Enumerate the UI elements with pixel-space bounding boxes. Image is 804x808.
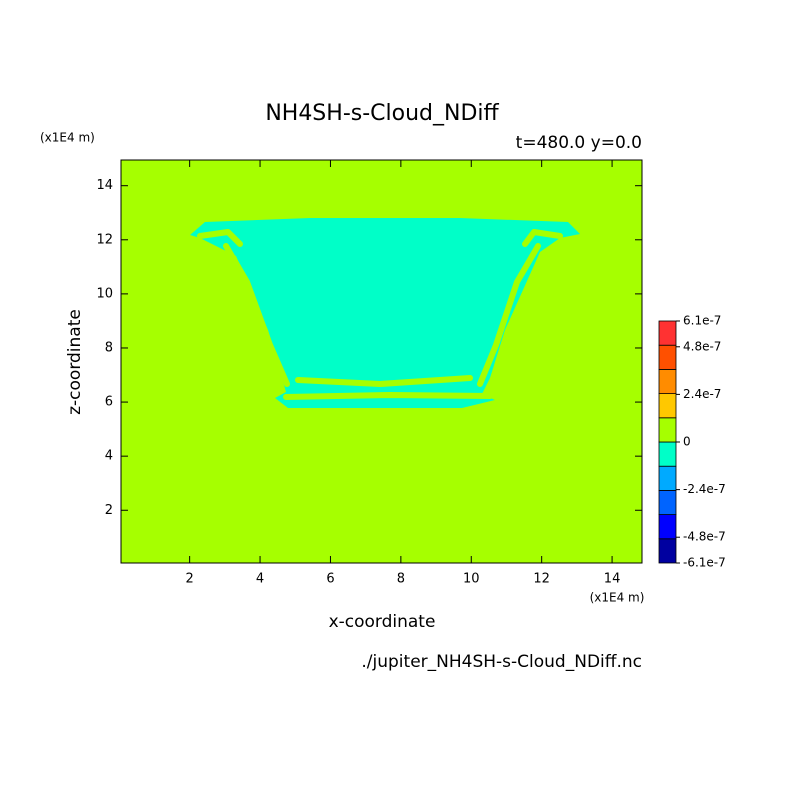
colorbar-segment (658, 393, 677, 419)
colorbar-segment (658, 514, 677, 540)
y-tick-label: 6 (105, 395, 113, 410)
x-tick-label: 4 (256, 572, 264, 587)
chart-title: NH4SH-s-Cloud_NDiff (265, 101, 499, 126)
colorbar-label: 2.4e-7 (683, 387, 721, 401)
y-tick-label: 14 (96, 178, 113, 193)
y-tick-label: 2 (105, 503, 113, 518)
x-tick-label: 8 (397, 572, 405, 587)
contour-region (190, 218, 580, 408)
colorbar-label: 4.8e-7 (683, 339, 721, 353)
y-tick-label: 4 (105, 449, 113, 464)
colorbar-segment (658, 538, 677, 564)
colorbar-label: 6.1e-7 (683, 314, 721, 328)
colorbar-label: -4.8e-7 (683, 530, 726, 544)
x-tick-label: 2 (186, 572, 194, 587)
subtitle: t=480.0 y=0.0 (516, 133, 642, 153)
colorbar-segment (658, 417, 677, 443)
plot-frame (120, 159, 643, 564)
x-tick-label: 12 (533, 572, 550, 587)
x-tick-label: 14 (604, 572, 621, 587)
colorbar-label: -6.1e-7 (683, 556, 726, 570)
y-axis-label: z-coordinate (65, 309, 85, 415)
x-tick-label: 10 (463, 572, 480, 587)
colorbar-segment (658, 465, 677, 491)
colorbar-segment (658, 344, 677, 370)
colorbar-segment (658, 368, 677, 394)
y-tick-label: 8 (105, 340, 113, 355)
x-axis-label: x-coordinate (329, 612, 436, 632)
colorbar-segment (658, 441, 677, 467)
y-tick-label: 10 (96, 286, 113, 301)
colorbar-segment (658, 489, 677, 515)
file-label: ./jupiter_NH4SH-s-Cloud_NDiff.nc (361, 652, 642, 672)
colorbar-segment (658, 320, 677, 346)
y-tick-label: 12 (96, 232, 113, 247)
x-tick-label: 6 (326, 572, 334, 587)
x-unit: (x1E4 m) (590, 591, 645, 605)
colorbar-label: 0 (683, 435, 691, 449)
y-unit: (x1E4 m) (40, 131, 95, 145)
colorbar-label: -2.4e-7 (683, 482, 726, 496)
